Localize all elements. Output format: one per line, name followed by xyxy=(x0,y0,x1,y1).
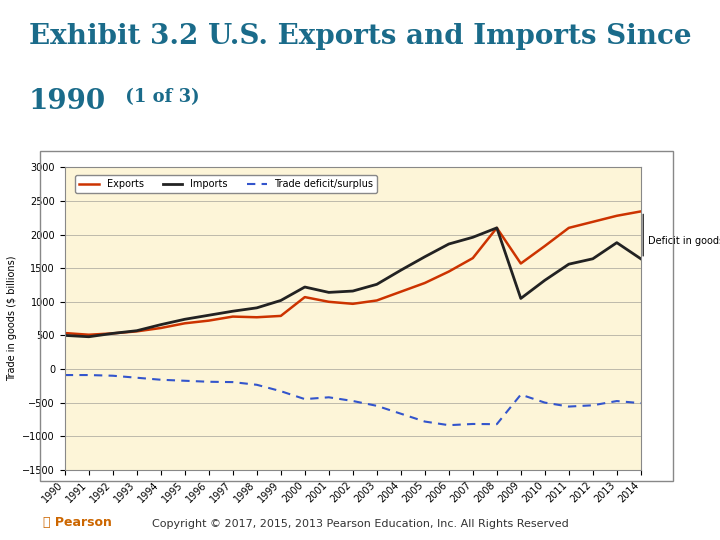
Trade deficit/surplus xyxy=(109,373,117,379)
Imports xyxy=(204,312,213,319)
Exports xyxy=(300,294,309,300)
Text: 1990: 1990 xyxy=(29,87,106,114)
Trade deficit/surplus xyxy=(613,398,621,404)
Exports xyxy=(541,243,549,249)
Trade deficit/surplus xyxy=(181,377,189,384)
Imports xyxy=(276,297,285,303)
Imports xyxy=(156,321,165,328)
Imports xyxy=(228,308,237,314)
Imports xyxy=(60,332,69,339)
Imports xyxy=(300,284,309,291)
Imports xyxy=(420,254,429,260)
Imports xyxy=(181,316,189,322)
Text: Ⓟ Pearson: Ⓟ Pearson xyxy=(43,516,112,529)
Exports xyxy=(60,330,69,336)
Exports xyxy=(109,330,117,336)
Imports xyxy=(109,330,117,336)
Imports xyxy=(516,295,525,302)
Imports xyxy=(372,281,381,288)
Exports xyxy=(564,225,573,231)
Trade deficit/surplus xyxy=(420,418,429,425)
Exports xyxy=(613,213,621,219)
Imports xyxy=(444,241,453,247)
Trade deficit/surplus xyxy=(204,379,213,385)
Exports xyxy=(444,268,453,275)
Exports xyxy=(469,255,477,261)
Imports xyxy=(397,267,405,273)
Trade deficit/surplus xyxy=(253,382,261,388)
Exports xyxy=(276,313,285,319)
Exports xyxy=(492,225,501,231)
Imports xyxy=(132,327,141,334)
Line: Imports: Imports xyxy=(65,228,641,337)
Imports xyxy=(588,255,597,262)
Exports xyxy=(84,332,93,338)
Exports xyxy=(588,219,597,225)
Trade deficit/surplus xyxy=(444,422,453,428)
Trade deficit/surplus xyxy=(84,372,93,379)
Trade deficit/surplus xyxy=(276,388,285,394)
Trade deficit/surplus xyxy=(156,376,165,383)
Imports xyxy=(492,225,501,231)
Trade deficit/surplus xyxy=(348,398,357,404)
Exports xyxy=(420,280,429,286)
Exports xyxy=(253,314,261,321)
Trade deficit/surplus xyxy=(636,400,645,407)
Trade deficit/surplus xyxy=(564,403,573,410)
Trade deficit/surplus xyxy=(397,410,405,417)
Imports xyxy=(84,334,93,340)
Line: Exports: Exports xyxy=(65,212,641,335)
Y-axis label: Trade in goods ($ billions): Trade in goods ($ billions) xyxy=(6,256,17,381)
Trade deficit/surplus xyxy=(541,400,549,406)
Exports xyxy=(181,320,189,327)
Imports xyxy=(564,261,573,267)
Legend: Exports, Imports, Trade deficit/surplus: Exports, Imports, Trade deficit/surplus xyxy=(76,176,377,193)
Text: Exhibit 3.2 U.S. Exports and Imports Since: Exhibit 3.2 U.S. Exports and Imports Sin… xyxy=(29,23,691,50)
Text: Deficit in goods: Deficit in goods xyxy=(648,237,720,246)
Line: Trade deficit/surplus: Trade deficit/surplus xyxy=(65,375,641,425)
Imports xyxy=(253,305,261,311)
Trade deficit/surplus xyxy=(325,394,333,401)
Exports xyxy=(228,313,237,320)
Imports xyxy=(613,239,621,246)
Trade deficit/surplus xyxy=(588,402,597,409)
Exports xyxy=(204,318,213,324)
Trade deficit/surplus xyxy=(300,396,309,402)
Imports xyxy=(636,255,645,262)
Trade deficit/surplus xyxy=(492,421,501,428)
Exports xyxy=(156,325,165,331)
Trade deficit/surplus xyxy=(372,403,381,409)
Trade deficit/surplus xyxy=(60,372,69,379)
Imports xyxy=(469,234,477,240)
Imports xyxy=(541,277,549,284)
Exports xyxy=(348,301,357,307)
Exports xyxy=(636,208,645,215)
Text: (1 of 3): (1 of 3) xyxy=(119,87,199,106)
Trade deficit/surplus xyxy=(516,392,525,398)
Exports xyxy=(325,299,333,305)
Exports xyxy=(372,297,381,303)
Trade deficit/surplus xyxy=(228,379,237,386)
Exports xyxy=(516,260,525,267)
Trade deficit/surplus xyxy=(132,375,141,381)
Imports xyxy=(325,289,333,295)
Text: Copyright © 2017, 2015, 2013 Pearson Education, Inc. All Rights Reserved: Copyright © 2017, 2015, 2013 Pearson Edu… xyxy=(152,519,568,529)
Exports xyxy=(132,328,141,335)
Imports xyxy=(348,288,357,294)
Exports xyxy=(397,288,405,295)
Trade deficit/surplus xyxy=(469,421,477,427)
